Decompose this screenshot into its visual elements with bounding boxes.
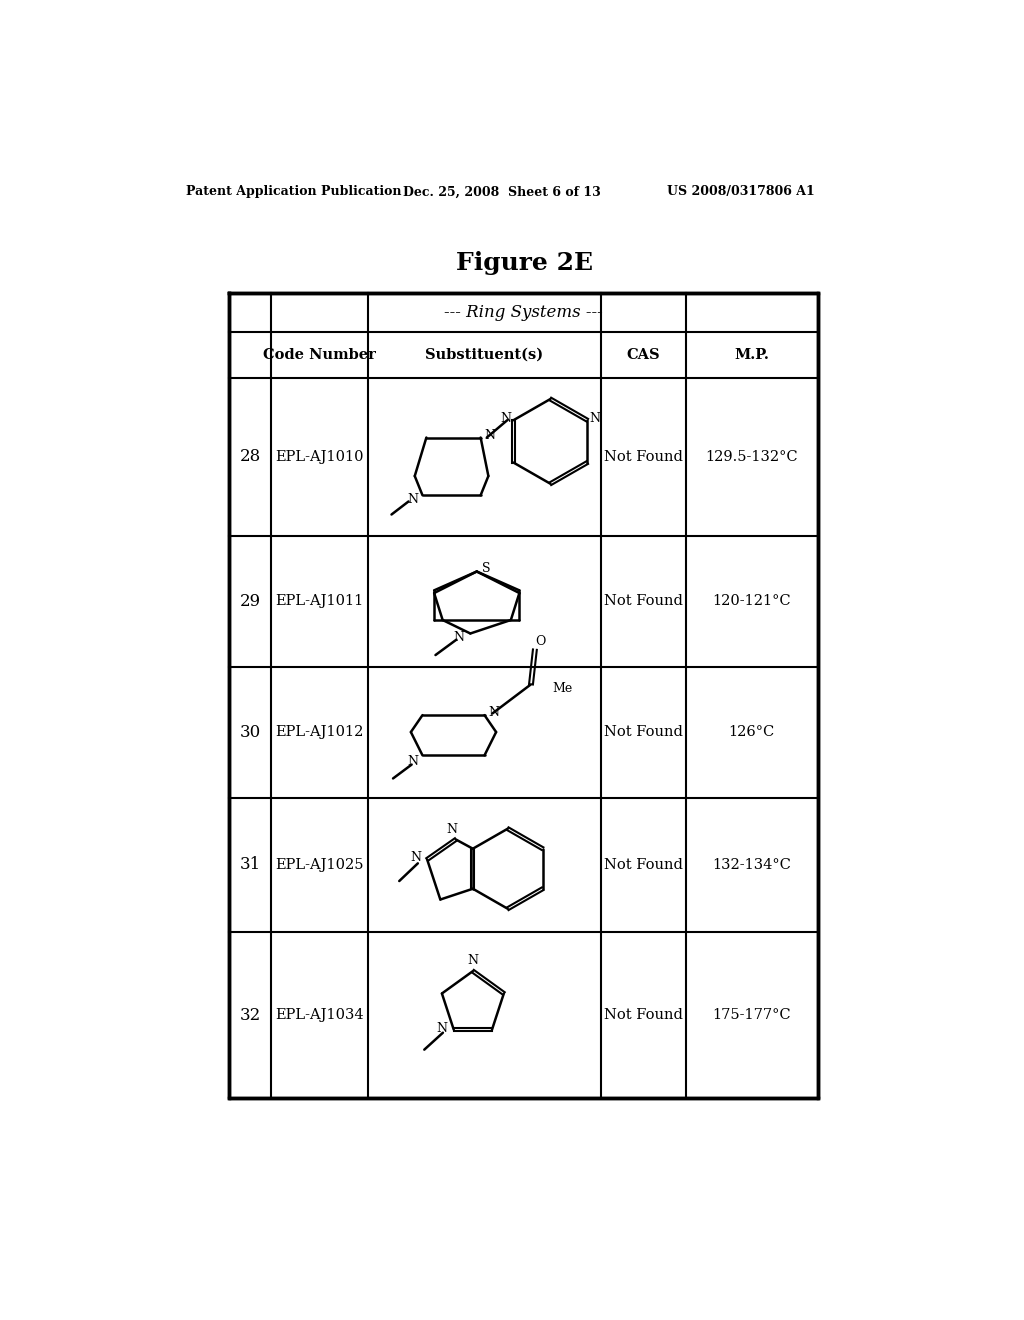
Text: EPL-AJ1034: EPL-AJ1034 <box>275 1008 365 1022</box>
Text: 126°C: 126°C <box>729 725 775 739</box>
Text: Not Found: Not Found <box>604 858 683 873</box>
Text: O: O <box>536 635 546 648</box>
Text: N: N <box>590 412 600 425</box>
Text: N: N <box>446 822 458 836</box>
Text: 132-134°C: 132-134°C <box>713 858 792 873</box>
Text: N: N <box>467 954 478 966</box>
Text: Not Found: Not Found <box>604 725 683 739</box>
Text: 32: 32 <box>240 1007 261 1023</box>
Text: Not Found: Not Found <box>604 1008 683 1022</box>
Text: Not Found: Not Found <box>604 594 683 609</box>
Text: N: N <box>484 429 496 442</box>
Text: EPL-AJ1011: EPL-AJ1011 <box>275 594 364 609</box>
Text: 29: 29 <box>240 593 261 610</box>
Text: --- Ring Systems ---: --- Ring Systems --- <box>443 304 603 321</box>
Text: EPL-AJ1025: EPL-AJ1025 <box>275 858 365 873</box>
Text: N: N <box>454 631 464 644</box>
Text: N: N <box>408 492 419 506</box>
Text: M.P.: M.P. <box>734 347 769 362</box>
Text: Me: Me <box>553 681 573 694</box>
Text: Not Found: Not Found <box>604 450 683 463</box>
Text: N: N <box>500 412 511 425</box>
Text: N: N <box>408 755 419 768</box>
Text: Figure 2E: Figure 2E <box>457 251 593 275</box>
Text: S: S <box>482 562 490 576</box>
Text: N: N <box>411 850 422 863</box>
Text: 28: 28 <box>240 449 261 465</box>
Text: N: N <box>488 706 500 719</box>
Text: 30: 30 <box>240 723 261 741</box>
Text: 129.5-132°C: 129.5-132°C <box>706 450 798 463</box>
Text: EPL-AJ1012: EPL-AJ1012 <box>275 725 364 739</box>
Text: 175-177°C: 175-177°C <box>713 1008 792 1022</box>
Text: CAS: CAS <box>627 347 660 362</box>
Text: Code Number: Code Number <box>263 347 376 362</box>
Text: EPL-AJ1010: EPL-AJ1010 <box>275 450 365 463</box>
Text: 120-121°C: 120-121°C <box>713 594 792 609</box>
Text: Patent Application Publication: Patent Application Publication <box>186 185 401 198</box>
Text: Dec. 25, 2008  Sheet 6 of 13: Dec. 25, 2008 Sheet 6 of 13 <box>403 185 601 198</box>
Text: Substituent(s): Substituent(s) <box>425 347 544 362</box>
Text: US 2008/0317806 A1: US 2008/0317806 A1 <box>667 185 814 198</box>
Text: N: N <box>436 1022 447 1035</box>
Text: 31: 31 <box>240 857 261 874</box>
